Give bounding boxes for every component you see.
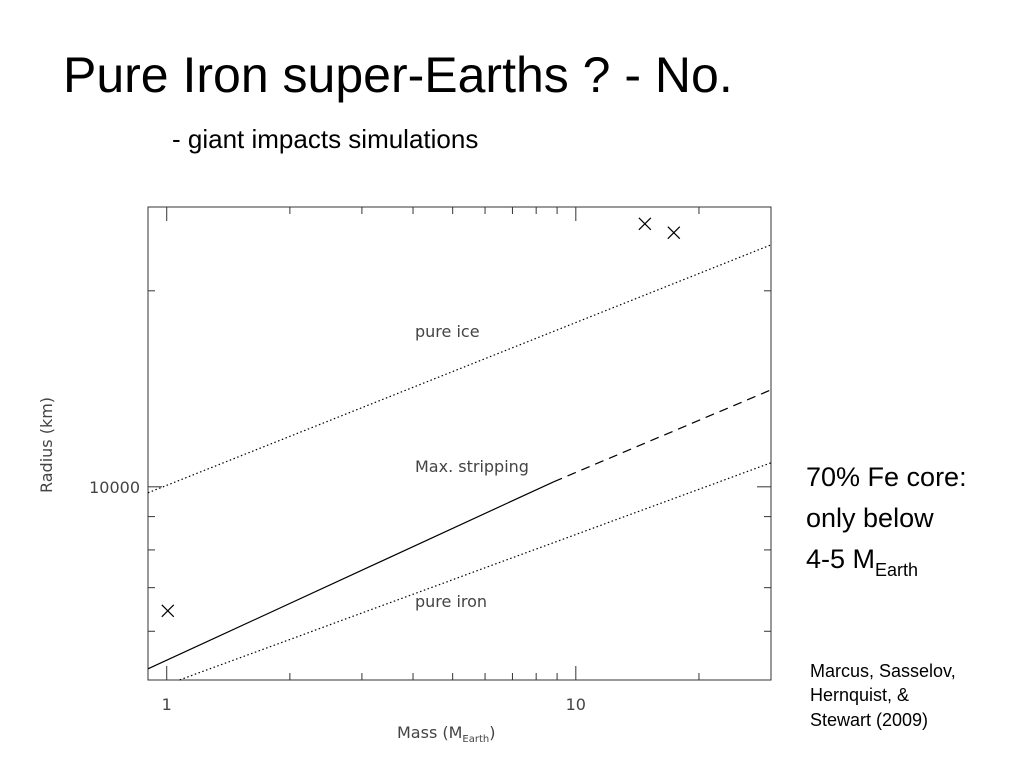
note-text: 4-5 M	[806, 544, 875, 574]
slide-title: Pure Iron super-Earths ? - No.	[63, 47, 733, 103]
series-label: pure ice	[415, 322, 480, 341]
x-axis-label: Mass (MEarth)	[397, 723, 496, 745]
series-line	[147, 244, 772, 494]
y-axis-label: Radius (km)	[37, 397, 56, 493]
note-line: 4-5 MEarth	[806, 544, 918, 580]
note: 70% Fe core: only below 4-5 MEarth	[806, 462, 967, 580]
citation-line: Stewart (2009)	[810, 710, 928, 730]
data-point	[638, 217, 652, 231]
note-line: only below	[806, 503, 934, 533]
plot-frame	[147, 206, 772, 681]
note-subscript: Earth	[875, 560, 918, 580]
data-point	[667, 226, 681, 240]
note-line: 70% Fe core:	[806, 462, 967, 492]
x-tick-label: 1	[162, 695, 172, 714]
x-label-text: Mass (M	[397, 723, 462, 742]
series-label: Max. stripping	[415, 457, 529, 476]
series-line	[179, 462, 772, 681]
citation-line: Hernquist, &	[810, 685, 909, 705]
y-tick-label: 10000	[89, 478, 140, 497]
x-label-subscript: Earth	[462, 734, 489, 745]
x-tick-label: 10	[566, 695, 586, 714]
series-label: pure iron	[415, 592, 487, 611]
series-line	[147, 481, 554, 670]
slide-subtitle: - giant impacts simulations	[172, 124, 478, 154]
x-label-end: )	[489, 723, 495, 742]
citation: Marcus, Sasselov, Hernquist, & Stewart (…	[810, 661, 956, 730]
data-point	[161, 604, 175, 618]
citation-line: Marcus, Sasselov,	[810, 661, 956, 681]
series-line	[553, 389, 772, 483]
plot: Mass (MEarth) Radius (km) 1 10 10000 pure i…	[37, 206, 772, 745]
